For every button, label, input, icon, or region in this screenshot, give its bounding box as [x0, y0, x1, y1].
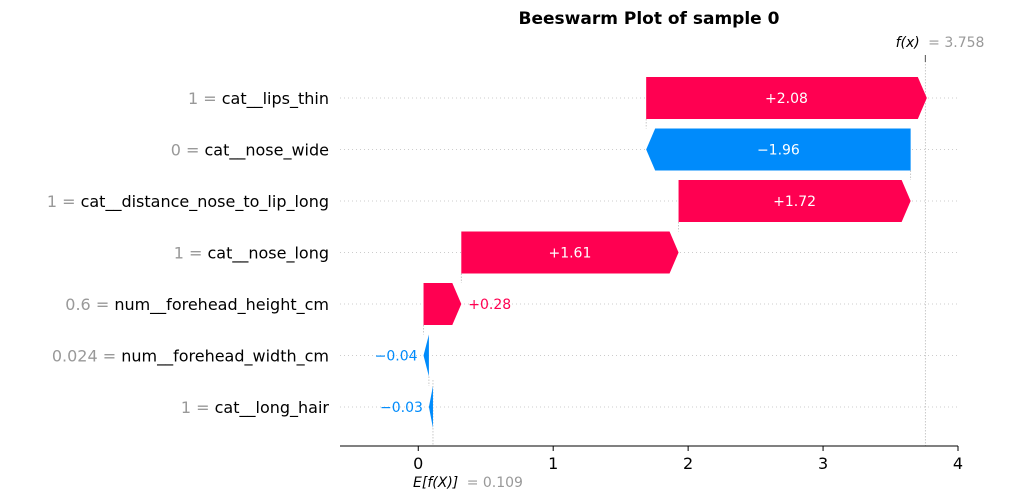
chart-title: Beeswarm Plot of sample 0 — [519, 9, 780, 29]
bar — [678, 180, 911, 222]
feature-label: 1 = cat__distance_nose_to_lip_long — [47, 192, 329, 212]
feature-label: 1 = cat__lips_thin — [188, 89, 329, 109]
bar — [646, 77, 927, 119]
feature-label: 1 = cat__nose_long — [174, 243, 329, 263]
feature-labels: +2.08 1 = cat__lips_thin −1.96 0 = cat__nos… — [47, 89, 816, 418]
bar — [423, 334, 429, 377]
bar-value-label: +2.08 — [765, 91, 808, 107]
feature-value: 1 = — [47, 192, 81, 211]
bar-value-label: +1.72 — [773, 194, 816, 210]
x-tick-label: 0 — [413, 454, 423, 473]
base-value-label: E[f(X)] = 0.109 — [413, 475, 523, 491]
feature-name: cat__nose_long — [207, 243, 329, 263]
feature-name: cat__distance_nose_to_lip_long — [81, 192, 329, 212]
feature-name: num__forehead_width_cm — [121, 346, 329, 366]
feature-label: 0.6 = num__forehead_height_cm — [65, 295, 329, 315]
bar-value-label: +1.61 — [548, 246, 591, 262]
feature-value: 0 = — [171, 140, 205, 159]
x-tick-label: 3 — [818, 454, 828, 473]
bar — [461, 231, 679, 274]
feature-value: 0.6 = — [65, 295, 114, 314]
x-axis: 0 1 2 3 4 — [340, 445, 963, 473]
x-tick-label: 2 — [683, 454, 693, 473]
bar-value-label: +0.28 — [468, 297, 511, 313]
output-value-label: f(x) = 3.758 — [896, 35, 985, 51]
bar-value-label: −0.04 — [375, 349, 418, 365]
bar — [646, 128, 911, 171]
feature-value: 1 = — [181, 398, 215, 417]
x-tick-label: 4 — [953, 454, 963, 473]
feature-name: cat__long_hair — [215, 398, 330, 418]
feature-value: 1 = — [188, 89, 222, 108]
bar — [428, 386, 433, 428]
feature-label: 1 = cat__long_hair — [181, 398, 330, 418]
feature-name: cat__nose_wide — [204, 140, 329, 160]
bar-value-label: −0.03 — [380, 400, 423, 416]
feature-label: 0 = cat__nose_wide — [171, 140, 329, 160]
feature-value: 0.024 = — [52, 346, 121, 365]
bar — [423, 283, 462, 325]
feature-name: cat__lips_thin — [222, 89, 329, 109]
bars — [423, 77, 927, 428]
feature-label: 0.024 = num__forehead_width_cm — [52, 346, 329, 366]
bar-value-label: −1.96 — [757, 143, 800, 159]
feature-value: 1 = — [174, 243, 208, 262]
feature-name: num__forehead_height_cm — [114, 295, 329, 315]
x-tick-label: 1 — [548, 454, 558, 473]
